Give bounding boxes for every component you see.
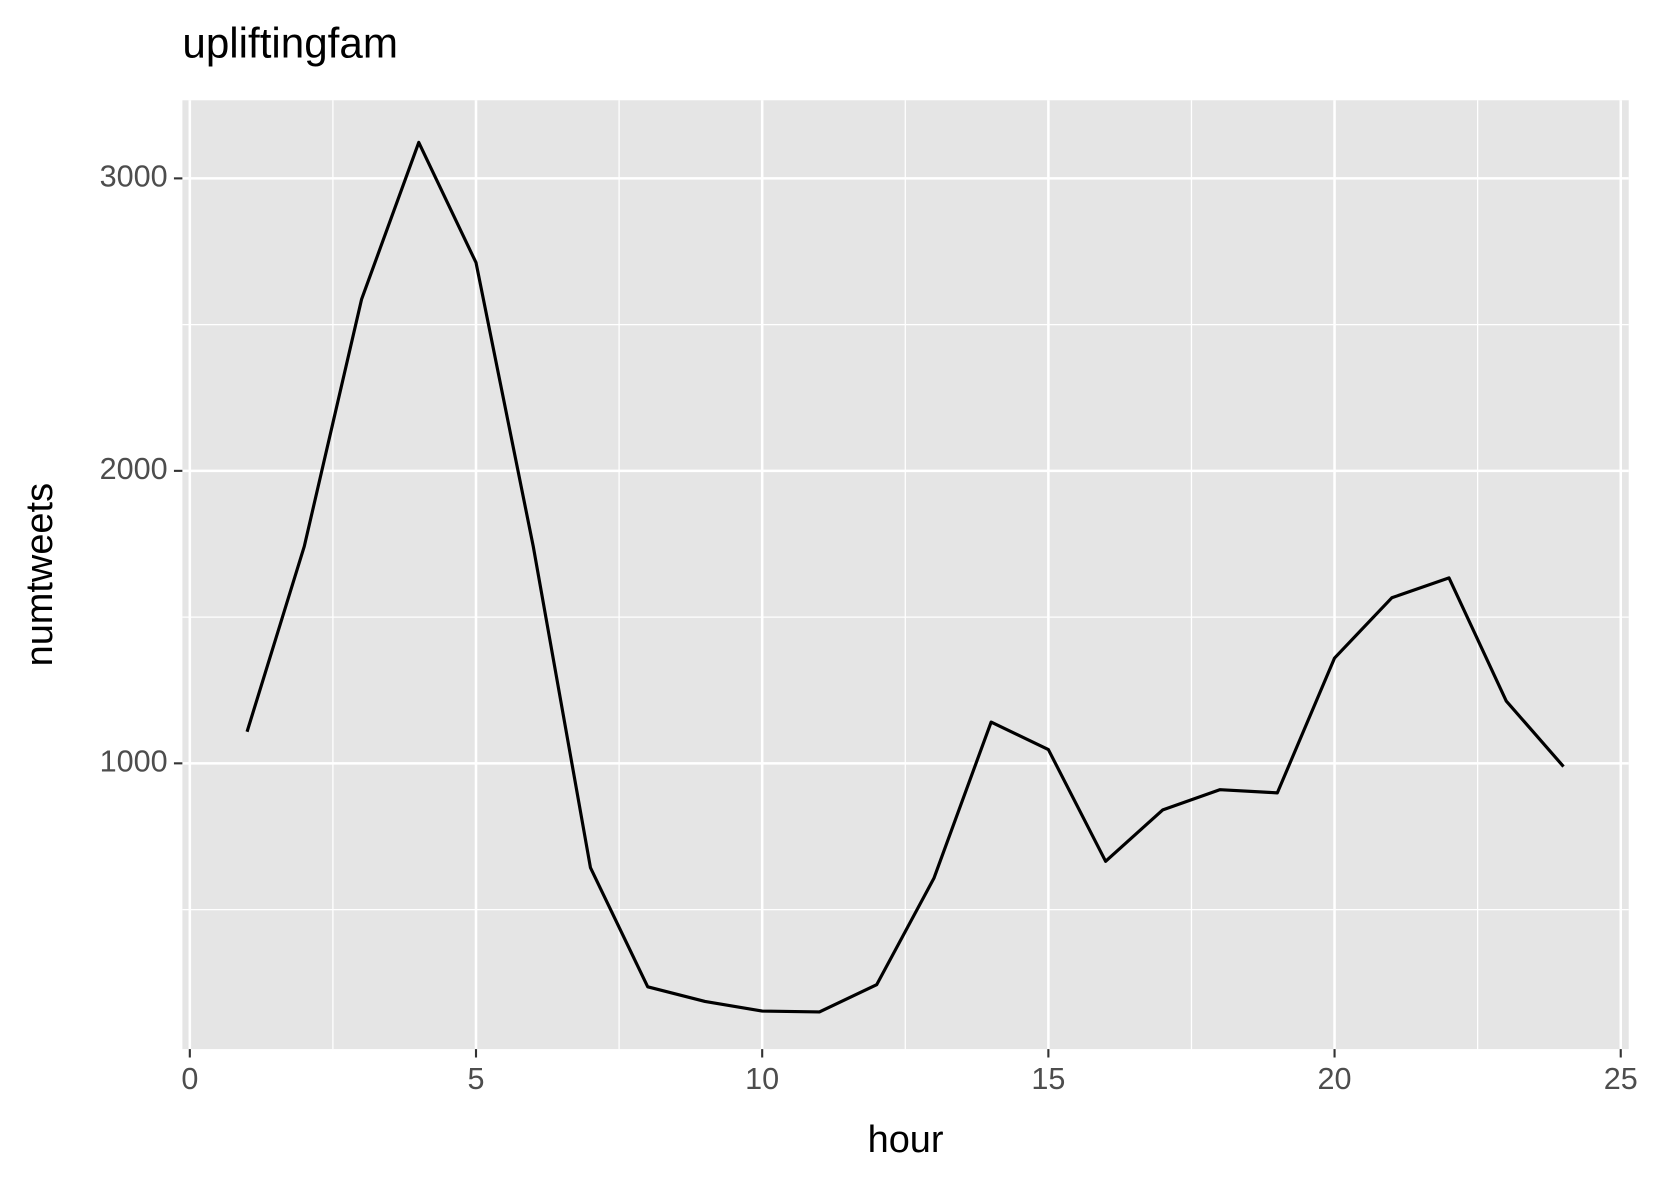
chart-title: upliftingfam (182, 20, 398, 67)
y-axis-title: numtweets (19, 483, 61, 666)
data-line (245, 140, 1565, 1014)
y-tick-label: 3000 (100, 159, 168, 193)
y-tick-label: 2000 (100, 452, 168, 486)
y-tick-label: 1000 (100, 744, 168, 778)
x-tick-label: 5 (468, 1062, 485, 1096)
x-tick-label: 10 (745, 1062, 779, 1096)
x-tick-label: 15 (1031, 1062, 1065, 1096)
x-axis-title: hour (868, 1119, 944, 1161)
x-tick-label: 20 (1318, 1062, 1352, 1096)
x-tick-label: 25 (1604, 1062, 1638, 1096)
x-tick-label: 0 (181, 1062, 198, 1096)
